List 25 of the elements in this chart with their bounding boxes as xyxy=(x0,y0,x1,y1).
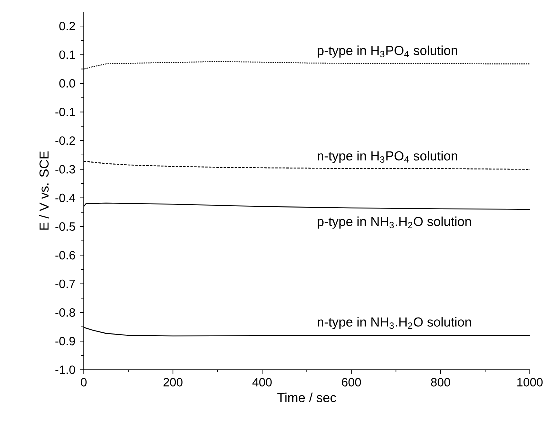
y-axis-title: E / V vs. SCE xyxy=(39,152,49,230)
y-tick-label: -1.0 xyxy=(56,366,76,374)
x-tick-label: 400 xyxy=(252,378,272,387)
y-tick-label: -0.6 xyxy=(56,251,76,260)
y-tick-label: -0.7 xyxy=(56,280,76,288)
x-tick-label: 800 xyxy=(431,378,450,387)
x-tick-label: 600 xyxy=(342,378,362,387)
series-label: p-type in NH$_{3}$.H$_{2}$O solution xyxy=(318,216,472,229)
y-tick-label: -0.2 xyxy=(56,136,76,146)
y-tick-label: -0.4 xyxy=(56,194,76,202)
series-label: n-type in NH$_{3}$.H$_{2}$O solution xyxy=(318,317,472,330)
y-tick-label: 0.0 xyxy=(60,79,76,88)
y-tick-label: 0.2 xyxy=(60,22,76,31)
y-tick-label: -0.1 xyxy=(56,108,76,116)
series-label: n-type in H$_{3}$PO$_{4}$ solution xyxy=(318,151,458,164)
y-tick-label: -0.9 xyxy=(56,337,76,346)
x-axis-title: Time / sec xyxy=(278,392,336,402)
y-tick-label: -0.3 xyxy=(56,165,76,174)
x-tick-label: 200 xyxy=(164,378,183,387)
y-tick-label: 0.1 xyxy=(60,50,76,60)
x-tick-label: 1000 xyxy=(518,378,543,387)
x-tick-label: 0 xyxy=(81,378,87,387)
y-tick-label: -0.5 xyxy=(56,222,76,232)
y-tick-label: -0.8 xyxy=(56,308,76,317)
series-label: p-type in H$_{3}$PO$_{4}$ solution xyxy=(318,46,458,58)
